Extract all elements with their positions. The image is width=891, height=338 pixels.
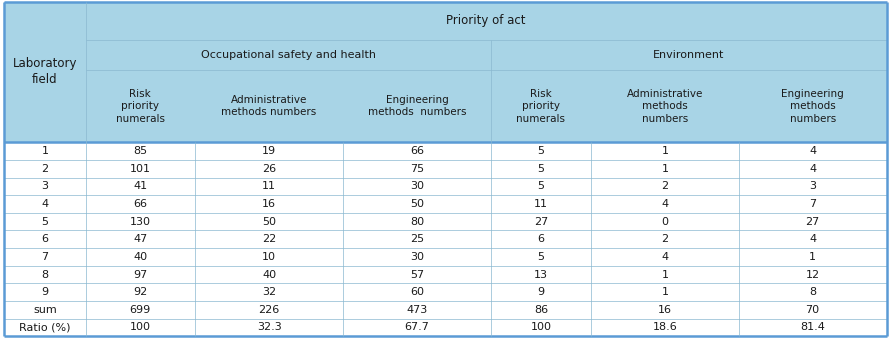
Text: Administrative
methods numbers: Administrative methods numbers: [222, 95, 316, 118]
Text: 1: 1: [661, 164, 668, 174]
Text: 2: 2: [41, 164, 48, 174]
Text: 1: 1: [661, 287, 668, 297]
Text: Engineering
methods
numbers: Engineering methods numbers: [781, 89, 844, 124]
Text: 11: 11: [534, 199, 548, 209]
Text: 67.7: 67.7: [405, 322, 429, 333]
Text: 9: 9: [537, 287, 544, 297]
Text: 92: 92: [134, 287, 148, 297]
Text: 30: 30: [410, 182, 424, 191]
Text: 16: 16: [658, 305, 672, 315]
Text: 100: 100: [130, 322, 151, 333]
Text: 1: 1: [661, 146, 668, 156]
Bar: [4, 2, 887, 142]
Text: 473: 473: [406, 305, 428, 315]
Text: 2: 2: [661, 182, 668, 191]
Text: Environment: Environment: [653, 50, 724, 60]
Text: 26: 26: [262, 164, 276, 174]
Text: 8: 8: [809, 287, 816, 297]
Text: 3: 3: [42, 182, 48, 191]
Text: Risk
priority
numerals: Risk priority numerals: [517, 89, 566, 124]
Text: 18.6: 18.6: [652, 322, 677, 333]
Text: 22: 22: [262, 234, 276, 244]
Text: Administrative
methods
numbers: Administrative methods numbers: [626, 89, 703, 124]
Text: 4: 4: [809, 234, 816, 244]
Text: 19: 19: [262, 146, 276, 156]
Text: 50: 50: [410, 199, 424, 209]
Text: 7: 7: [41, 252, 48, 262]
Text: 4: 4: [661, 199, 668, 209]
Text: 100: 100: [530, 322, 552, 333]
Text: 699: 699: [130, 305, 151, 315]
Text: 50: 50: [262, 217, 276, 226]
Text: 57: 57: [410, 270, 424, 280]
Text: 80: 80: [410, 217, 424, 226]
Text: 16: 16: [262, 199, 276, 209]
Text: Priority of act: Priority of act: [446, 15, 526, 27]
Text: 5: 5: [537, 182, 544, 191]
Text: 27: 27: [805, 217, 820, 226]
Text: 5: 5: [537, 146, 544, 156]
Text: 0: 0: [661, 217, 668, 226]
Text: 6: 6: [42, 234, 48, 244]
Text: 4: 4: [809, 146, 816, 156]
Text: 86: 86: [534, 305, 548, 315]
Bar: [4, 142, 887, 336]
Text: 40: 40: [262, 270, 276, 280]
Text: 226: 226: [258, 305, 280, 315]
Text: 1: 1: [661, 270, 668, 280]
Text: 4: 4: [41, 199, 48, 209]
Text: 11: 11: [262, 182, 276, 191]
Text: 41: 41: [134, 182, 147, 191]
Text: Risk
priority
numerals: Risk priority numerals: [116, 89, 165, 124]
Text: 30: 30: [410, 252, 424, 262]
Text: 12: 12: [805, 270, 820, 280]
Text: 1: 1: [809, 252, 816, 262]
Text: 5: 5: [537, 164, 544, 174]
Text: 66: 66: [410, 146, 424, 156]
Text: 5: 5: [537, 252, 544, 262]
Text: 130: 130: [130, 217, 151, 226]
Text: Laboratory
field: Laboratory field: [12, 57, 78, 87]
Text: 3: 3: [809, 182, 816, 191]
Text: 13: 13: [534, 270, 548, 280]
Text: 6: 6: [537, 234, 544, 244]
Text: 10: 10: [262, 252, 276, 262]
Text: sum: sum: [33, 305, 57, 315]
Text: 5: 5: [42, 217, 48, 226]
Text: 97: 97: [134, 270, 148, 280]
Text: 2: 2: [661, 234, 668, 244]
Text: 8: 8: [41, 270, 48, 280]
Text: 60: 60: [410, 287, 424, 297]
Text: 101: 101: [130, 164, 151, 174]
Text: 27: 27: [534, 217, 548, 226]
Text: Engineering
methods  numbers: Engineering methods numbers: [368, 95, 466, 118]
Text: Occupational safety and health: Occupational safety and health: [200, 50, 376, 60]
Text: 4: 4: [661, 252, 668, 262]
Text: 7: 7: [809, 199, 816, 209]
Text: 9: 9: [41, 287, 48, 297]
Text: Ratio (%): Ratio (%): [20, 322, 70, 333]
Text: 40: 40: [134, 252, 147, 262]
Text: 47: 47: [134, 234, 148, 244]
Text: 32: 32: [262, 287, 276, 297]
Text: 85: 85: [134, 146, 147, 156]
Text: 1: 1: [42, 146, 48, 156]
Text: 66: 66: [134, 199, 147, 209]
Text: 70: 70: [805, 305, 820, 315]
Text: 81.4: 81.4: [800, 322, 825, 333]
Text: 32.3: 32.3: [257, 322, 282, 333]
Text: 75: 75: [410, 164, 424, 174]
Text: 4: 4: [809, 164, 816, 174]
Text: 25: 25: [410, 234, 424, 244]
